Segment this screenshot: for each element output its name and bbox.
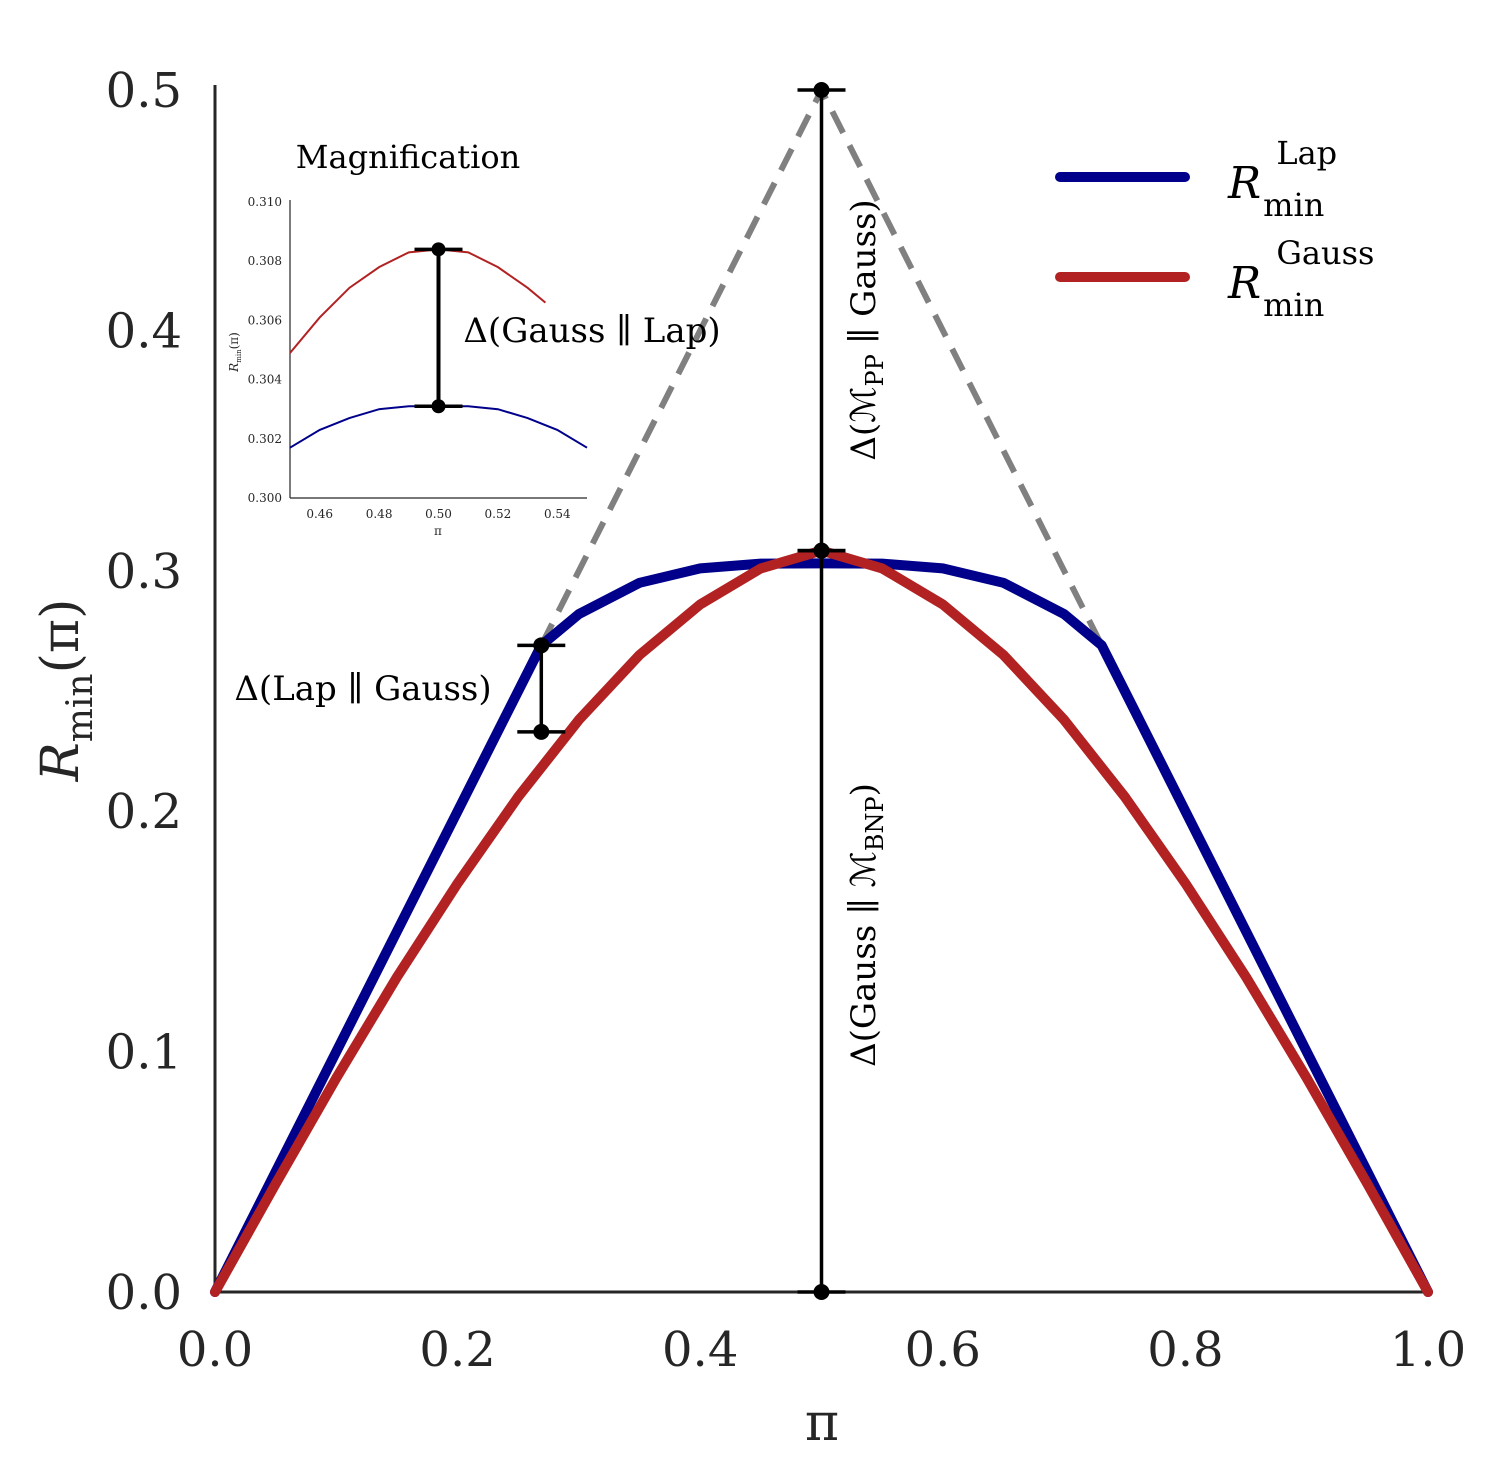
annotation-bar-point [813, 542, 830, 559]
y-tick-labels: 0.0 0.1 0.2 0.3 0.4 0.5 [106, 63, 182, 1321]
inset-x-tick-labels: 0.46 0.48 0.50 0.52 0.54 [306, 507, 571, 521]
inset-x-tick-label: 0.52 [485, 507, 512, 521]
y-tick-label: 0.2 [106, 784, 182, 840]
inset-bar-point [431, 399, 446, 414]
x-tick-label: 0.2 [419, 1322, 495, 1378]
y-tick-label: 0.1 [106, 1025, 182, 1081]
inset-x-tick-label: 0.54 [544, 507, 571, 521]
x-axis-title: π [805, 1393, 839, 1453]
x-tick-labels: 0.0 0.2 0.4 0.6 0.8 1.0 [177, 1322, 1466, 1378]
magnification-inset: Magnification 0.46 0.48 0.50 0.52 0.54 0.300… [227, 138, 721, 538]
annotation-lap-gauss-label: Δ(Lap ∥ Gauss) [234, 669, 491, 709]
x-tick-label: 0.6 [905, 1322, 981, 1378]
inset-y-axis-title: Rmin(π) [227, 332, 243, 373]
inset-y-tick-label: 0.304 [248, 373, 283, 387]
inset-x-tick-label: 0.48 [366, 507, 393, 521]
y-tick-label: 0.3 [106, 544, 182, 600]
x-tick-label: 0.8 [1147, 1322, 1223, 1378]
annotation-bar-point [813, 82, 830, 98]
inset-y-tick-label: 0.306 [248, 313, 282, 327]
y-tick-label: 0.5 [106, 63, 182, 119]
y-tick-label: 0.4 [106, 303, 182, 359]
inset-annotation-label: Δ(Gauss ∥ Lap) [463, 311, 720, 351]
inset-y-tick-label: 0.302 [248, 432, 282, 446]
x-tick-label: 0.0 [177, 1322, 253, 1378]
inset-x-tick-label: 0.50 [425, 507, 452, 521]
inset-x-axis-title: π [434, 524, 442, 538]
inset-bar-point [431, 242, 446, 257]
x-tick-label: 1.0 [1390, 1322, 1466, 1378]
annotation-bars [517, 82, 846, 1300]
inset-y-tick-labels: 0.300 0.302 0.304 0.306 0.308 0.310 [248, 195, 283, 505]
annotation-pp-gauss-label: Δ(ℳPP ∥ Gauss) [844, 199, 889, 460]
legend-label-lap: RminLap [1227, 134, 1337, 224]
inset-y-tick-label: 0.310 [248, 195, 282, 209]
y-axis-title: Rmin(π) [31, 599, 101, 783]
annotation-bar-point [813, 1284, 830, 1300]
legend-label-gauss: RminGauss [1227, 234, 1374, 324]
annotation-bar-point [533, 637, 550, 654]
inset-y-tick-label: 0.300 [248, 491, 282, 505]
legend: RminLap RminGauss [1055, 134, 1374, 324]
inset-y-tick-label: 0.308 [248, 254, 282, 268]
y-tick-label: 0.0 [106, 1265, 182, 1321]
inset-x-tick-label: 0.46 [306, 507, 333, 521]
annotation-bar-point [533, 723, 550, 740]
inset-title: Magnification [296, 138, 520, 176]
annotation-gauss-bnp-label: Δ(Gauss ∥ ℳBNP) [844, 783, 889, 1067]
x-tick-label: 0.4 [662, 1322, 738, 1378]
inset-annotation-bar [414, 242, 463, 414]
